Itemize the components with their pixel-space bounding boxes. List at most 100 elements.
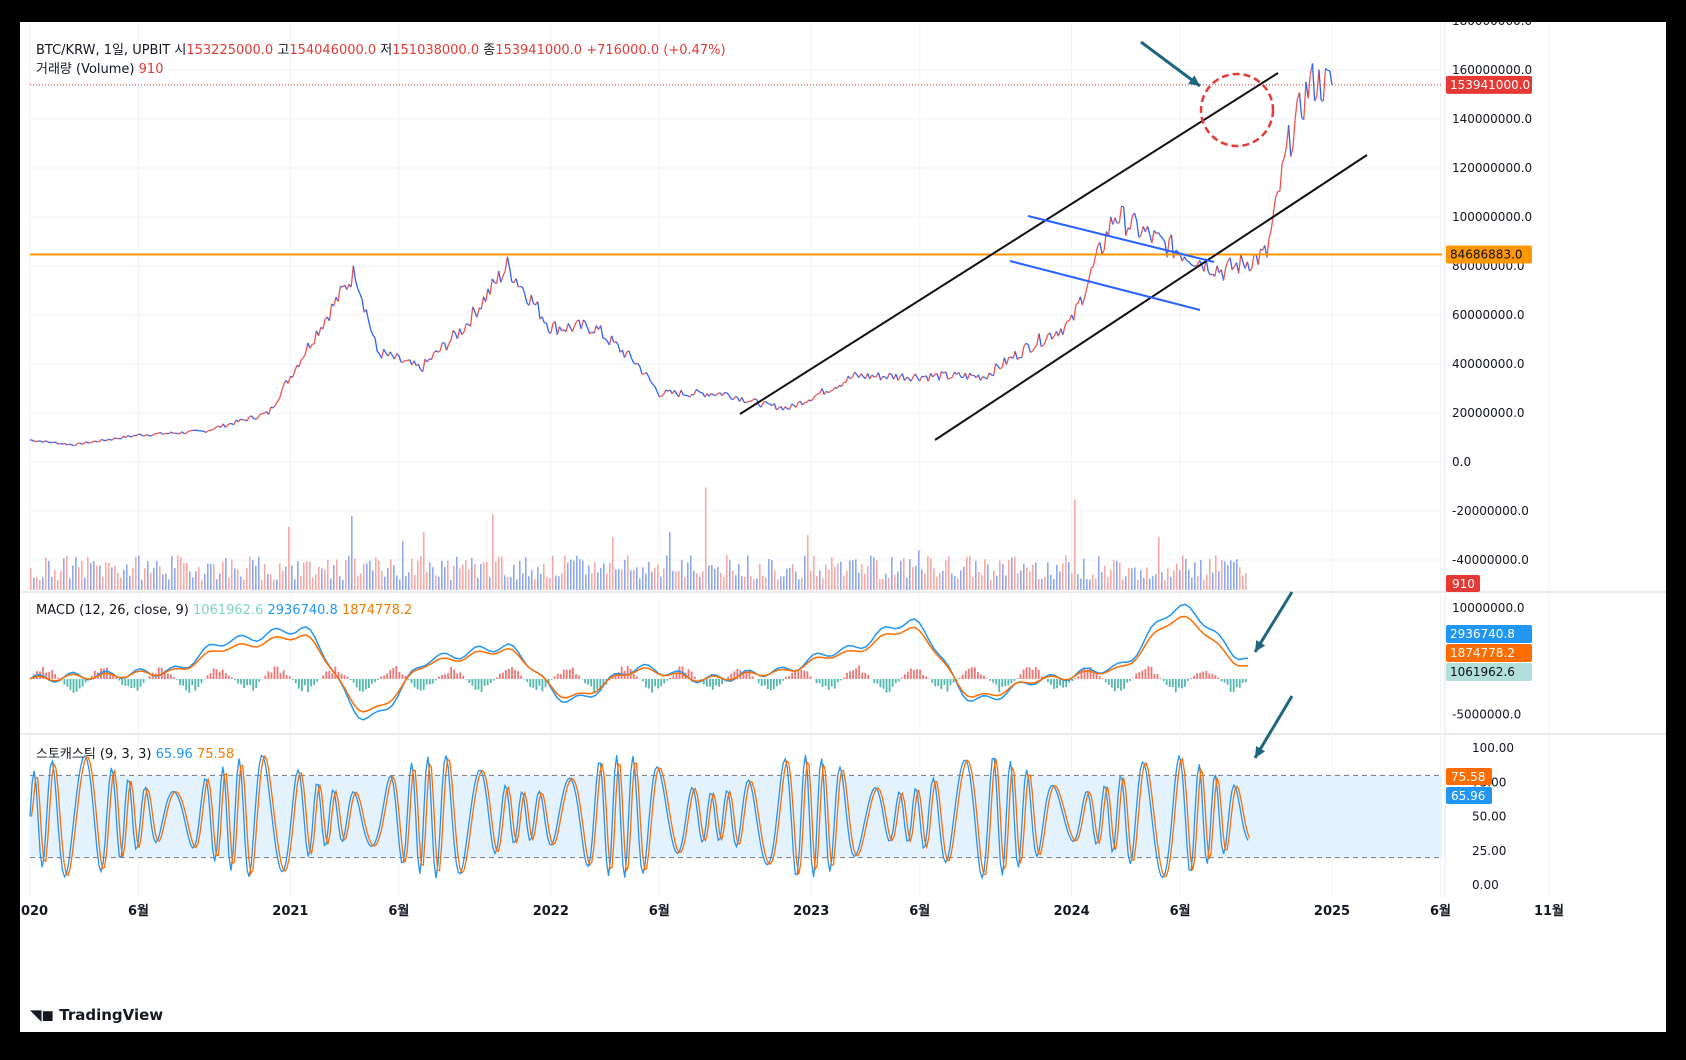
macd-histogram-bar (136, 679, 139, 691)
price-segment (1027, 344, 1031, 353)
volume-bar (1068, 561, 1070, 590)
price-segment (146, 434, 150, 437)
price-segment (721, 392, 725, 397)
volume-bar (840, 561, 842, 590)
price-segment (190, 429, 193, 432)
volume-bar (1185, 558, 1187, 590)
chart-canvas[interactable]: 180000000.0 160000000.0 140000000.0 1200000… (20, 22, 1666, 1032)
price-segment (328, 303, 333, 321)
price-segment (283, 380, 287, 385)
price-segment (287, 376, 292, 384)
macd-histogram-bar (349, 679, 352, 681)
price-segment (153, 432, 157, 436)
macd-histogram-bar (264, 675, 267, 679)
macd-histogram-bar (72, 679, 75, 693)
price-segment (682, 394, 686, 397)
time-tick-label: 2023 (793, 904, 829, 919)
price-segment (521, 287, 526, 295)
volume-bar (705, 487, 707, 590)
macd-histogram-bar (1226, 679, 1229, 685)
price-segment (949, 376, 953, 379)
time-tick-label: 2024 (1054, 904, 1090, 919)
macd-histogram-bar (568, 669, 571, 679)
volume-bar (675, 571, 677, 590)
price-segment (430, 353, 435, 361)
macd-histogram-bar (112, 673, 115, 679)
volume-bar (588, 565, 590, 590)
macd-histogram-bar (562, 669, 565, 679)
volume-bar (57, 579, 59, 590)
volume-bar (1218, 571, 1220, 590)
price-segment (1023, 342, 1027, 347)
volume-bar (1023, 563, 1025, 590)
volume-bar (978, 572, 980, 590)
volume-bar (699, 576, 701, 590)
price-segment (582, 319, 586, 323)
price-segment (886, 373, 890, 380)
macd-histogram-bar (1086, 669, 1089, 679)
price-segment (101, 438, 105, 442)
volume-bar (465, 560, 467, 590)
volume-bar (72, 565, 74, 590)
time-tick-label: 6월 (649, 903, 670, 919)
volume-bar (306, 561, 308, 590)
macd-histogram-bar (964, 670, 967, 679)
price-segment (270, 406, 274, 409)
price-segment (313, 330, 318, 344)
volume-bar (255, 565, 257, 590)
volume-bar (951, 573, 953, 590)
price-segment (463, 323, 467, 333)
price-segment (864, 373, 869, 380)
volume-bar (1065, 555, 1067, 590)
price-segment (645, 372, 650, 377)
macd-histogram-bar (230, 677, 233, 679)
price-segment (765, 401, 769, 404)
tradingview-logo[interactable]: ◥◼ TradingView (30, 1006, 163, 1024)
volume-bar (447, 560, 449, 590)
volume-bar (783, 576, 785, 590)
tradingview-text: TradingView (59, 1006, 164, 1024)
price-segment (1114, 217, 1118, 224)
macd-histogram-bar (267, 671, 270, 679)
price-segment (485, 288, 489, 303)
volume-bar (606, 573, 608, 590)
macd-histogram-bar (578, 675, 580, 679)
macd-histogram-bar (827, 679, 830, 690)
price-segment (947, 377, 951, 380)
volume-bar (573, 560, 575, 590)
price-segment (1021, 346, 1025, 358)
macd-histogram-bar (958, 677, 961, 679)
price-segment (140, 433, 144, 437)
price-segment (1327, 69, 1330, 72)
volume-bar (66, 555, 68, 590)
macd-histogram-bar (559, 674, 562, 679)
macd-signal-value: 1874778.2 (341, 603, 413, 618)
price-segment (322, 319, 326, 330)
volume-bar (990, 579, 992, 590)
symbol-label[interactable]: BTC/KRW, 1일, UPBIT (36, 43, 171, 58)
macd-histogram-bar (763, 679, 766, 686)
volume-bar (903, 558, 905, 590)
volume-bar (1107, 576, 1109, 590)
price-tick-label: 160000000.0 (1452, 63, 1532, 77)
volume-bar (864, 573, 866, 590)
volume-bar (78, 567, 80, 590)
price-segment (665, 389, 669, 392)
price-segment (476, 307, 480, 318)
time-tick-label: 2021 (272, 904, 308, 919)
macd-tick-label: 10000000.0 (1452, 601, 1525, 615)
volume-bar (210, 563, 212, 590)
price-segment (615, 341, 619, 345)
macd-histogram-bar (69, 679, 72, 691)
price-segment (992, 363, 997, 376)
macd-histogram-bar (687, 669, 690, 679)
macd-histogram-bar (873, 679, 876, 684)
volume-bar (303, 562, 305, 590)
arrow-head (1188, 75, 1200, 86)
time-tick-label: 2025 (1314, 904, 1350, 919)
volume-bar (753, 579, 755, 590)
macd-histogram-bar (428, 679, 431, 685)
volume-bar (1209, 559, 1211, 590)
macd-histogram-bar (1177, 679, 1180, 688)
volume-bar (504, 575, 506, 590)
